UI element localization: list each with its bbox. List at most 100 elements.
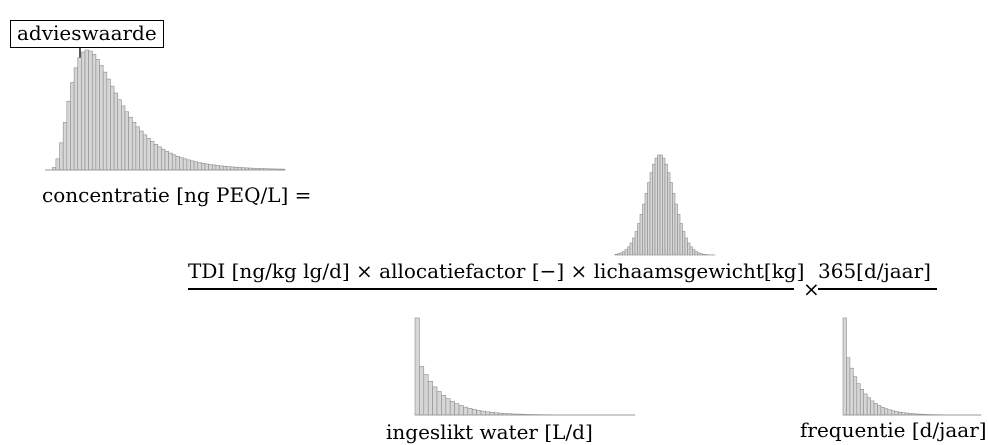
tdi-histogram-bar — [624, 249, 628, 256]
tdi-histogram-bar — [637, 223, 641, 256]
tdi-histogram-bar — [632, 237, 636, 256]
tdi-histogram-bar — [657, 154, 661, 256]
tdi-histogram — [614, 154, 716, 256]
concentratie-histogram — [45, 49, 286, 171]
concentratie-histogram-bar — [204, 163, 209, 171]
ingeslikt-water-histogram-bar — [458, 405, 464, 416]
tdi-histogram-bar — [639, 214, 643, 256]
concentratie-histogram-bar — [179, 157, 184, 171]
concentratie-histogram-bar — [128, 116, 133, 171]
frequentie-histogram-bar — [873, 403, 878, 416]
tdi-histogram-bar — [677, 214, 681, 256]
frequentie-histogram-bar — [856, 383, 861, 416]
concentratie-histogram-bar — [193, 161, 199, 171]
tdi-histogram-bar — [644, 192, 648, 256]
concentratie-histogram-bar — [110, 85, 115, 171]
concentratie-histogram-bar — [59, 142, 64, 171]
concentratie-histogram-bar — [171, 154, 177, 171]
concentratie-histogram-bar — [102, 71, 108, 171]
tdi-histogram-bar — [694, 251, 698, 256]
frequentie-histogram-bar — [870, 400, 875, 416]
tdi-histogram-bar — [692, 249, 696, 256]
times-sign: × — [803, 277, 820, 301]
concentratie-histogram-bar — [197, 162, 202, 171]
frequentie-histogram-bar — [894, 411, 899, 416]
concentratie-histogram-bar — [73, 67, 79, 171]
frequentie-histogram-bar — [887, 409, 892, 416]
tdi-histogram-bar — [672, 192, 676, 256]
concentratie-histogram-bar — [226, 166, 231, 171]
tdi-histogram-bar — [662, 157, 666, 256]
concentratie-histogram-bar — [91, 54, 97, 171]
ingeslikt-water-histogram-bar — [441, 395, 447, 416]
concentratie-histogram-bar — [106, 78, 111, 171]
concentratie-histogram-bar — [142, 134, 148, 171]
concentratie-histogram-bar — [88, 50, 93, 171]
tdi-histogram-bar — [617, 253, 621, 256]
ingeslikt-water-histogram-bar — [467, 408, 473, 416]
tdi-histogram-bar — [682, 231, 686, 256]
frequentie-histogram-bar — [849, 367, 854, 416]
concentratie-histogram-bar — [211, 164, 217, 171]
frequentie-histogram-bar — [853, 376, 858, 416]
concentratie-histogram-bar — [95, 59, 100, 171]
concentratie-histogram-bar — [121, 105, 126, 171]
concentratie-histogram-bar — [164, 150, 169, 171]
concentratie-histogram-bar — [153, 144, 159, 171]
frequentie-histogram-bar — [877, 405, 882, 416]
ingeslikt-water-histogram-bar — [449, 401, 455, 416]
ingeslikt-water-histogram-bar — [454, 403, 460, 416]
tdi-histogram-bar — [687, 242, 691, 256]
ingeslikt-water-histogram-bar — [480, 410, 486, 416]
ingeslikt-water-histogram-bar — [471, 409, 477, 416]
frequentie-histogram-bar — [880, 406, 885, 416]
frequentie-histogram-bar — [842, 317, 847, 416]
tdi-histogram-bar — [614, 253, 618, 256]
fraction-bar-365 — [818, 288, 937, 290]
frequentie-histogram — [842, 317, 982, 416]
tdi-histogram-bar — [619, 252, 623, 256]
ingeslikt-water-histogram-bar — [463, 406, 469, 416]
numerator-tdi-allocatie-gewicht: TDI [ng/kg lg/d] × allocatiefactor [−] ×… — [188, 259, 805, 283]
tdi-histogram-bar — [652, 163, 656, 256]
ingeslikt-water-histogram-bar — [427, 380, 433, 416]
frequentie-histogram-bar — [863, 393, 868, 416]
tdi-histogram-bar — [629, 242, 633, 256]
concentratie-histogram-bar — [135, 126, 140, 171]
concentratie-histogram-bar — [146, 138, 151, 171]
concentratie-histogram-bar — [99, 65, 104, 171]
frequentie-label: frequentie [d/jaar] — [800, 418, 987, 442]
tdi-histogram-bar — [699, 253, 703, 256]
concentratie-histogram-bar — [208, 164, 213, 171]
tdi-histogram-bar — [627, 246, 631, 256]
concentratie-histogram-bar — [186, 159, 191, 171]
concentratie-histogram-bar — [182, 158, 188, 171]
tdi-histogram-bar — [674, 203, 678, 256]
concentratie-histogram-bar — [222, 165, 228, 171]
concentratie-histogram-bar — [117, 99, 122, 171]
tdi-histogram-bar — [684, 237, 688, 256]
frequentie-histogram-bar — [846, 357, 851, 416]
concentratie-histogram-bar — [175, 155, 180, 171]
tdi-histogram-bar — [622, 251, 626, 256]
concentratie-histogram-bar — [215, 165, 220, 171]
ingeslikt-water-histogram-bar — [476, 410, 482, 416]
tdi-histogram-bar — [689, 246, 693, 256]
ingeslikt-water-histogram-bar — [414, 317, 420, 416]
tdi-histogram-bar — [702, 253, 706, 256]
concentratie-histogram-bar — [62, 122, 68, 171]
frequentie-histogram-bar — [859, 389, 865, 416]
concentratie-histogram-bar — [66, 100, 71, 171]
concentratie-histogram-bar — [150, 141, 155, 171]
tdi-histogram-bar — [654, 157, 658, 256]
concentratie-histogram-bar — [55, 158, 60, 171]
frequentie-histogram-bar — [890, 410, 896, 416]
ingeslikt-water-histogram-bar — [436, 391, 442, 416]
tdi-histogram-bar — [667, 172, 671, 256]
concentratie-histogram-bar — [161, 148, 166, 171]
tdi-histogram-bar — [642, 203, 646, 256]
concentratie-histogram-bar — [84, 49, 89, 171]
concentratie-histogram-bar — [70, 82, 75, 171]
concentratie-equation-lhs: concentratie [ng PEQ/L] = — [42, 183, 312, 207]
concentratie-histogram-bar — [131, 121, 137, 171]
